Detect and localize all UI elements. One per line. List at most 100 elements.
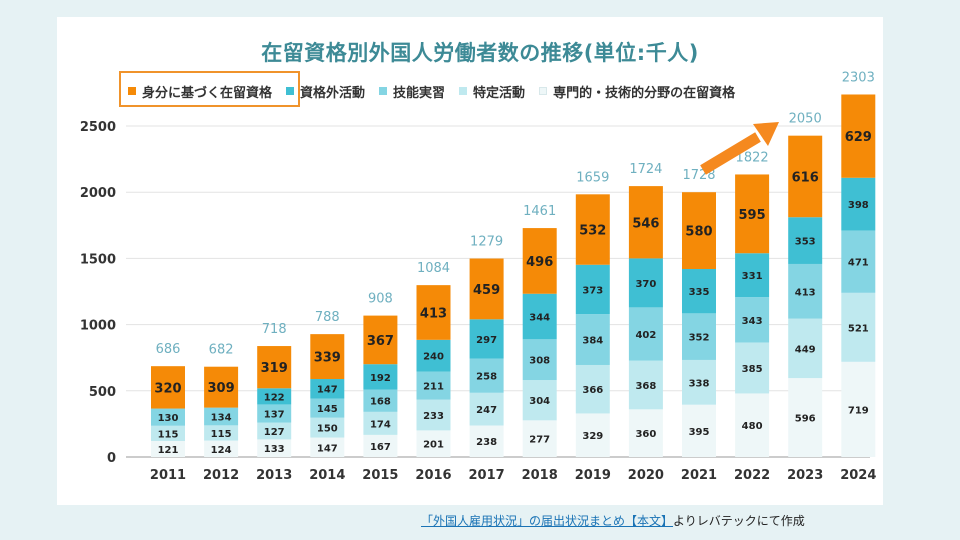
bar-segment — [575, 194, 610, 265]
bar-value-label: 384 — [582, 336, 603, 347]
bar-value-label: 367 — [367, 334, 394, 349]
bar-segment — [788, 263, 823, 319]
bar-value-label: 137 — [264, 410, 285, 421]
bar-value-label: 168 — [370, 397, 391, 408]
bar-value-label: 546 — [632, 216, 659, 231]
bar-segment — [204, 425, 239, 441]
bar-segment — [841, 94, 876, 178]
bar-value-label: 121 — [158, 445, 179, 456]
bar-total-label: 1659 — [576, 170, 609, 185]
source-link[interactable]: 「外国人雇用状況」の届出状況まとめ【本文】 — [421, 514, 674, 528]
bar-total-label: 686 — [156, 342, 181, 357]
bar-segment — [469, 392, 504, 426]
bar-segment — [416, 430, 451, 457]
bar-value-label: 134 — [211, 412, 232, 423]
bar-segment — [788, 217, 823, 264]
bar-segment — [575, 413, 610, 457]
bar-value-label: 373 — [582, 285, 603, 296]
bar-value-label: 133 — [264, 444, 285, 455]
bar-segment — [257, 422, 292, 440]
bar-value-label: 344 — [529, 313, 550, 324]
bar-segment — [788, 378, 823, 457]
chart-legend: 身分に基づく在留資格 資格外活動 技能実習 特定活動 専門的・技術的分野の在留資… — [128, 80, 749, 102]
bar-value-label: 398 — [848, 200, 869, 211]
bar-segment — [416, 339, 451, 372]
bar-segment — [204, 366, 239, 408]
bar-value-label: 122 — [264, 392, 285, 403]
x-tick-label: 2019 — [575, 468, 611, 483]
bar-value-label: 395 — [689, 427, 710, 438]
bar-segment — [575, 314, 610, 365]
bar-value-label: 308 — [529, 356, 550, 367]
bar-value-label: 258 — [476, 372, 497, 383]
source-suffix: よりレバテックにて作成 — [673, 514, 805, 528]
bar-value-label: 329 — [582, 431, 603, 442]
legend-label: 技能実習 — [393, 85, 446, 101]
bar-value-label: 147 — [317, 385, 338, 396]
bar-value-label: 145 — [317, 404, 338, 415]
y-tick-label: 2500 — [80, 120, 116, 135]
bar-value-label: 338 — [689, 378, 710, 389]
x-tick-label: 2016 — [415, 468, 451, 483]
legend-item-shikakugai: 資格外活動 — [286, 82, 365, 101]
x-tick-label: 2018 — [522, 468, 558, 483]
legend-swatch — [539, 87, 548, 95]
bar-value-label: 127 — [264, 427, 285, 438]
bar-segment — [151, 425, 185, 441]
bar-segment — [628, 360, 663, 410]
bar-value-label: 343 — [742, 316, 763, 327]
bar-value-label: 366 — [582, 385, 603, 396]
bar-segment — [841, 361, 876, 457]
bar-segment — [310, 437, 345, 457]
legend-label: 資格外活動 — [300, 85, 366, 101]
bar-segment — [628, 186, 663, 259]
bar-value-label: 339 — [314, 351, 341, 366]
bar-segment — [257, 388, 292, 405]
bar-value-label: 616 — [792, 170, 819, 185]
bar-segment — [310, 379, 345, 399]
bar-segment — [682, 359, 716, 405]
bar-value-label: 335 — [689, 287, 710, 298]
bar-value-label: 459 — [473, 283, 500, 298]
bar-total-label: 2303 — [842, 70, 875, 85]
y-tick-label: 1500 — [80, 252, 116, 267]
bar-value-label: 413 — [795, 287, 816, 298]
bar-value-label: 211 — [423, 382, 444, 393]
bar-segment — [151, 408, 185, 426]
bar-total-label: 788 — [315, 310, 340, 325]
bar-segment — [310, 398, 345, 418]
legend-swatch — [286, 87, 295, 95]
bar-total-label: 682 — [209, 343, 234, 358]
bar-segment — [841, 292, 876, 362]
legend-label: 特定活動 — [473, 85, 526, 101]
bar-segment — [469, 358, 504, 393]
legend-swatch — [459, 87, 468, 95]
bar-segment — [469, 258, 504, 320]
bar-value-label: 331 — [742, 271, 763, 282]
bar-total-label: 1724 — [629, 162, 662, 177]
bar-value-label: 629 — [845, 130, 872, 145]
bar-value-label: 532 — [579, 224, 606, 239]
bar-value-label: 719 — [848, 405, 869, 416]
x-tick-label: 2011 — [150, 468, 186, 483]
bar-value-label: 360 — [635, 429, 656, 440]
bar-segment — [469, 319, 504, 359]
bar-value-label: 277 — [529, 435, 550, 446]
bar-segment — [257, 439, 292, 457]
bar-segment — [575, 264, 610, 315]
y-tick-label: 2000 — [80, 186, 116, 201]
bar-value-label: 385 — [742, 364, 763, 375]
legend-item-mibun: 身分に基づく在留資格 — [128, 82, 272, 101]
bar-total-label: 1279 — [470, 235, 503, 250]
source-credit: 「外国人雇用状況」の届出状況まとめ【本文】よりレバテックにて作成 — [421, 512, 805, 529]
bar-value-label: 580 — [685, 225, 712, 240]
bar-segment — [682, 313, 716, 360]
x-tick-label: 2022 — [734, 468, 770, 483]
bar-segment — [522, 380, 557, 421]
bar-segment — [522, 420, 557, 457]
x-tick-label: 2021 — [681, 468, 717, 483]
y-tick-label: 0 — [107, 451, 116, 466]
bar-value-label: 309 — [208, 381, 235, 396]
bar-value-label: 370 — [635, 279, 656, 290]
